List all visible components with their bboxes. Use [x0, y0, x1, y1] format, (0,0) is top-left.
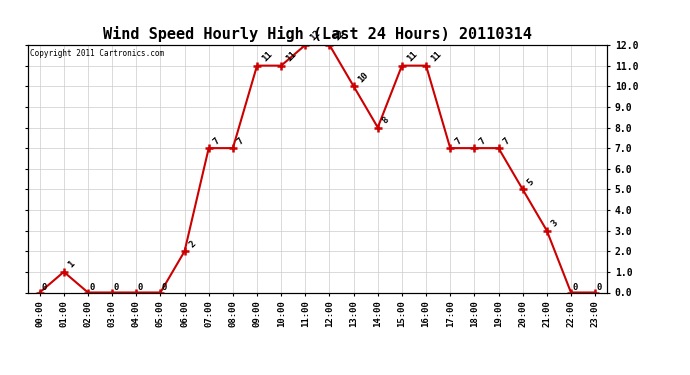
Text: 7: 7: [236, 136, 246, 146]
Text: Copyright 2011 Cartronics.com: Copyright 2011 Cartronics.com: [30, 49, 165, 58]
Text: 0: 0: [573, 283, 578, 292]
Text: 0: 0: [114, 283, 119, 292]
Text: 0: 0: [41, 283, 46, 292]
Text: 11: 11: [405, 50, 419, 63]
Text: 11: 11: [260, 50, 274, 63]
Text: 10: 10: [357, 70, 371, 84]
Title: Wind Speed Hourly High (Last 24 Hours) 20110314: Wind Speed Hourly High (Last 24 Hours) 2…: [103, 27, 532, 42]
Text: 0: 0: [90, 283, 95, 292]
Text: 2: 2: [188, 239, 197, 249]
Text: 0: 0: [597, 283, 602, 292]
Text: 0: 0: [162, 283, 167, 292]
Text: 12: 12: [333, 29, 346, 43]
Text: 11: 11: [284, 50, 298, 63]
Text: 11: 11: [429, 50, 443, 63]
Text: 5: 5: [526, 177, 535, 187]
Text: 12: 12: [308, 29, 322, 43]
Text: 7: 7: [453, 136, 463, 146]
Text: 0: 0: [138, 283, 143, 292]
Text: 1: 1: [67, 260, 77, 270]
Text: 3: 3: [550, 218, 560, 228]
Text: 7: 7: [502, 136, 511, 146]
Text: 7: 7: [477, 136, 487, 146]
Text: 8: 8: [381, 115, 391, 125]
Text: 7: 7: [212, 136, 221, 146]
